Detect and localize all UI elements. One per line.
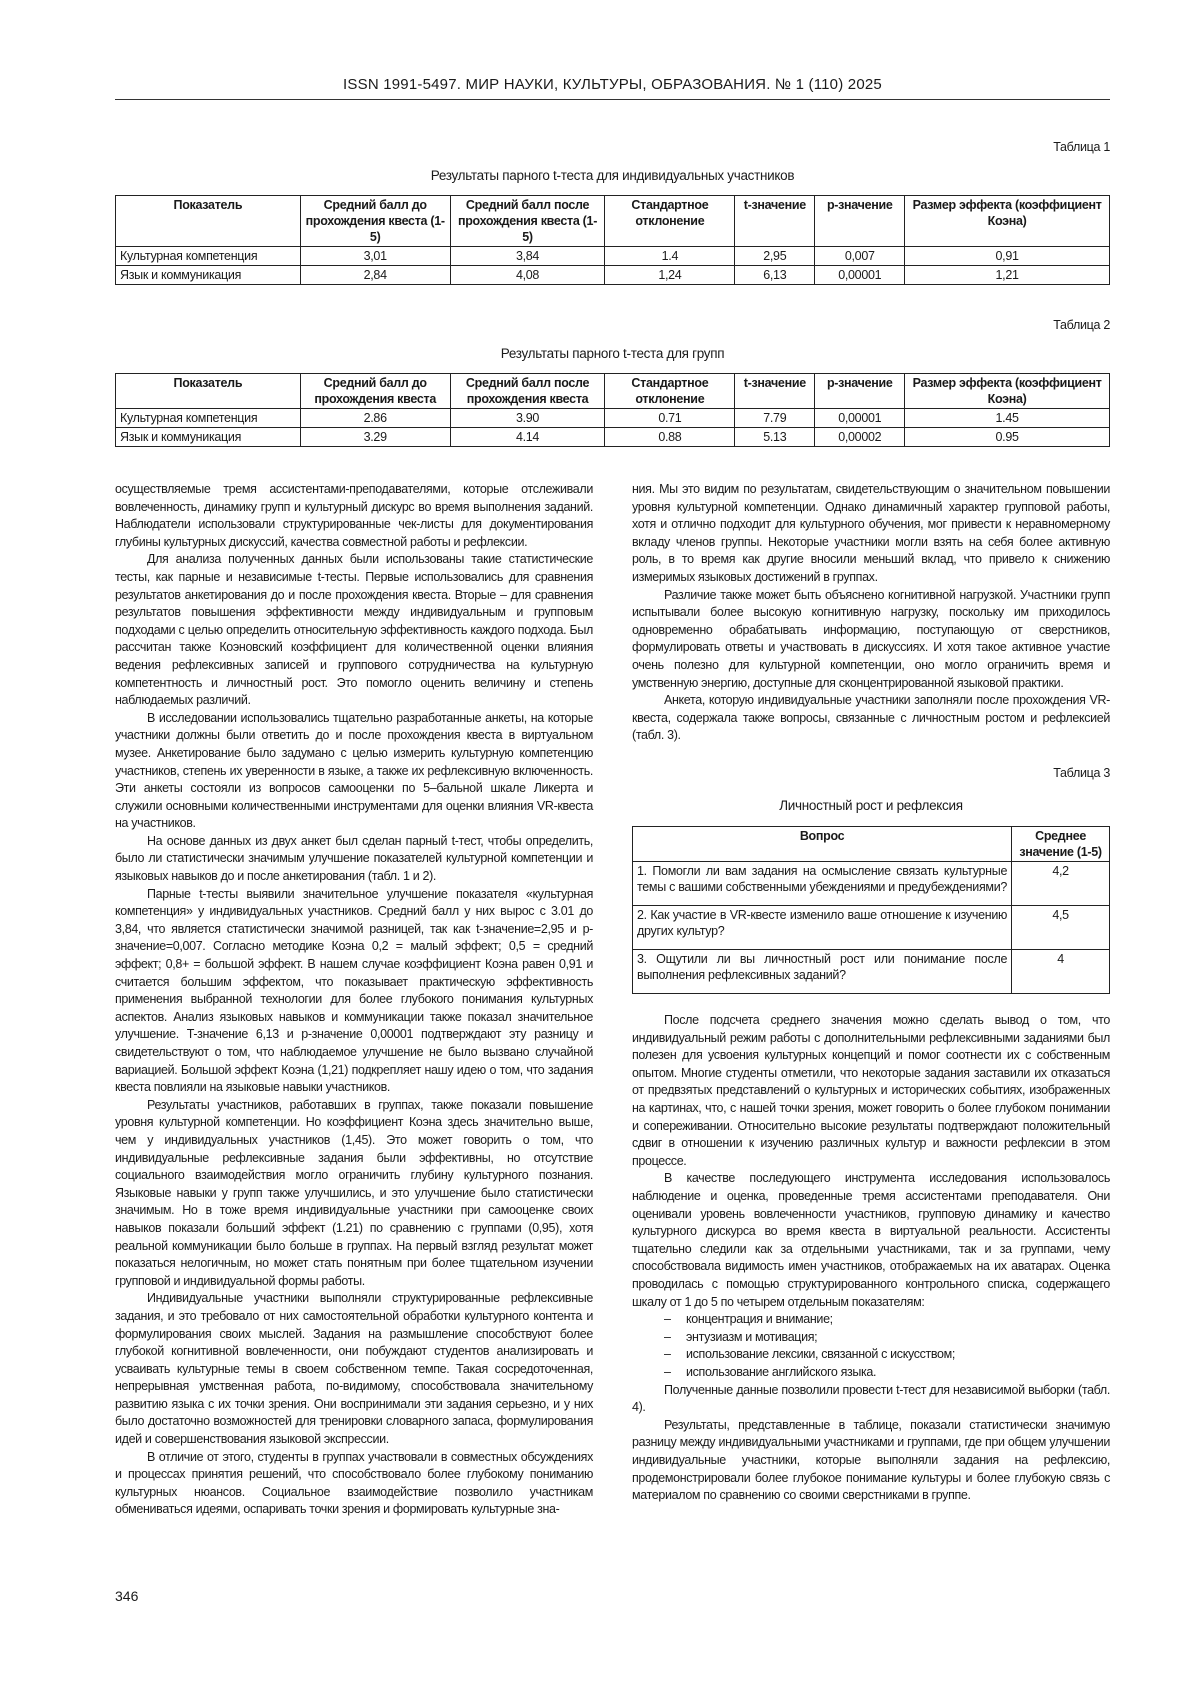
cell: 1.4 — [605, 247, 735, 266]
header-cell: Стандартное отклонение — [605, 374, 735, 409]
table-row: Язык и коммуникация3.294.140.885.130,000… — [116, 428, 1110, 447]
paragraph: После подсчета среднего значения можно с… — [632, 1012, 1110, 1170]
paragraph: В исследовании использовались тщательно … — [115, 710, 593, 833]
list-item: концентрация и внимание; — [664, 1311, 1110, 1329]
paragraph: Для анализа полученных данных были испол… — [115, 551, 593, 709]
left-column: осуществляемые тремя ассистентами-препод… — [115, 481, 593, 1519]
header-cell: Стандартное отклонение — [605, 196, 735, 247]
paragraph: В отличие от этого, студенты в группах у… — [115, 1449, 593, 1519]
table-row: 3. Ощутили ли вы личностный рост или пон… — [633, 950, 1110, 994]
header-cell: t-значение — [735, 196, 815, 247]
table-label: Таблица 2 — [115, 318, 1110, 332]
cell: Культурная компетенция — [116, 409, 301, 428]
header-cell: Средний балл после прохождения квеста — [450, 374, 605, 409]
cell: Язык и коммуникация — [116, 266, 301, 285]
paragraph: Индивидуальные участники выполняли струк… — [115, 1290, 593, 1448]
cell: 5.13 — [735, 428, 815, 447]
paragraph: На основе данных из двух анкет был сдела… — [115, 833, 593, 886]
paragraph: Различие также может быть объяснено когн… — [632, 587, 1110, 693]
list-item: использование лексики, связанной с искус… — [664, 1346, 1110, 1364]
paragraph: Полученные данные позволили провести t-т… — [632, 1382, 1110, 1417]
list-item: энтузиазм и мотивация; — [664, 1329, 1110, 1347]
header-row: ПоказательСредний балл до прохождения кв… — [116, 374, 1110, 409]
table-row: 1. Помогли ли вам задания на осмысление … — [633, 862, 1110, 906]
cell: 2. Как участие в VR-квесте изменило ваше… — [633, 906, 1012, 950]
table: ВопросСреднее значение (1-5)1. Помогли л… — [632, 826, 1110, 994]
running-header: ISSN 1991-5497. МИР НАУКИ, КУЛЬТУРЫ, ОБР… — [115, 76, 1110, 100]
table-block: Таблица 1 Результаты парного t-теста для … — [115, 140, 1110, 285]
header-cell: Показатель — [116, 374, 301, 409]
cell: Язык и коммуникация — [116, 428, 301, 447]
cell: 0.71 — [605, 409, 735, 428]
header-cell: Средний балл после прохождения квеста (1… — [450, 196, 605, 247]
header-cell: p-значение — [815, 196, 905, 247]
header-cell: Средний балл до прохождения квеста — [300, 374, 450, 409]
page-number: 346 — [115, 1588, 138, 1604]
table-title: Результаты парного t-теста для групп — [115, 346, 1110, 361]
cell: 0.95 — [905, 428, 1110, 447]
paragraph: Результаты, представленные в таблице, по… — [632, 1417, 1110, 1505]
cell: 0,007 — [815, 247, 905, 266]
cell: 1. Помогли ли вам задания на осмысление … — [633, 862, 1012, 906]
header-cell: p-значение — [815, 374, 905, 409]
header-cell: Показатель — [116, 196, 301, 247]
cell: 1,24 — [605, 266, 735, 285]
cell: 7.79 — [735, 409, 815, 428]
table-title: Результаты парного t-теста для индивидуа… — [115, 168, 1110, 183]
right-column: ния. Мы это видим по результатам, свидет… — [632, 481, 1110, 1505]
table: ПоказательСредний балл до прохождения кв… — [115, 195, 1110, 285]
cell: 0,91 — [905, 247, 1110, 266]
table: ПоказательСредний балл до прохождения кв… — [115, 373, 1110, 447]
table-row: Культурная компетенция3,013,841.42,950,0… — [116, 247, 1110, 266]
cell: 4.14 — [450, 428, 605, 447]
cell: 3.90 — [450, 409, 605, 428]
cell: 2,95 — [735, 247, 815, 266]
table-label: Таблица 1 — [115, 140, 1110, 154]
cell: 0,00002 — [815, 428, 905, 447]
header-cell: Размер эффекта (коэффициент Коэна) — [905, 374, 1110, 409]
cell: Культурная компетенция — [116, 247, 301, 266]
cell: 0.88 — [605, 428, 735, 447]
cell: 4 — [1012, 950, 1110, 994]
cell: 3. Ощутили ли вы личностный рост или пон… — [633, 950, 1012, 994]
cell: 3,84 — [450, 247, 605, 266]
paragraph: Парные t-тесты выявили значительное улуч… — [115, 886, 593, 1097]
list-item: использование английского языка. — [664, 1364, 1110, 1382]
cell: 0,00001 — [815, 266, 905, 285]
header-cell: Вопрос — [633, 827, 1012, 862]
cell: 2.86 — [300, 409, 450, 428]
table-title: Личностный рост и рефлексия — [632, 797, 1110, 815]
cell: 2,84 — [300, 266, 450, 285]
header-cell: Среднее значение (1-5) — [1012, 827, 1110, 862]
cell: 1.45 — [905, 409, 1110, 428]
table-label: Таблица 3 — [632, 765, 1110, 783]
paragraph: Анкета, которую индивидуальные участники… — [632, 692, 1110, 745]
header-cell: Размер эффекта (коэффициент Коэна) — [905, 196, 1110, 247]
cell: 3.29 — [300, 428, 450, 447]
header-cell: t-значение — [735, 374, 815, 409]
table-block: Таблица 2 Результаты парного t-теста для … — [115, 318, 1110, 447]
paragraph: осуществляемые тремя ассистентами-препод… — [115, 481, 593, 551]
table-block: Таблица 3 Личностный рост и рефлексия Вопр… — [632, 765, 1110, 994]
header-row: ПоказательСредний балл до прохождения кв… — [116, 196, 1110, 247]
cell: 3,01 — [300, 247, 450, 266]
cell: 4,08 — [450, 266, 605, 285]
cell: 0,00001 — [815, 409, 905, 428]
cell: 6,13 — [735, 266, 815, 285]
cell: 1,21 — [905, 266, 1110, 285]
cell: 4,5 — [1012, 906, 1110, 950]
cell: 4,2 — [1012, 862, 1110, 906]
paragraph: В качестве последующего инструмента иссл… — [632, 1170, 1110, 1311]
table-row: Культурная компетенция2.863.900.717.790,… — [116, 409, 1110, 428]
paragraph: Результаты участников, работавших в груп… — [115, 1097, 593, 1291]
paragraph: ния. Мы это видим по результатам, свидет… — [632, 481, 1110, 587]
header-row: ВопросСреднее значение (1-5) — [633, 827, 1110, 862]
header-cell: Средний балл до прохождения квеста (1-5) — [300, 196, 450, 247]
table-row: 2. Как участие в VR-квесте изменило ваше… — [633, 906, 1110, 950]
table-row: Язык и коммуникация2,844,081,246,130,000… — [116, 266, 1110, 285]
bullet-list: концентрация и внимание;энтузиазм и моти… — [632, 1311, 1110, 1381]
